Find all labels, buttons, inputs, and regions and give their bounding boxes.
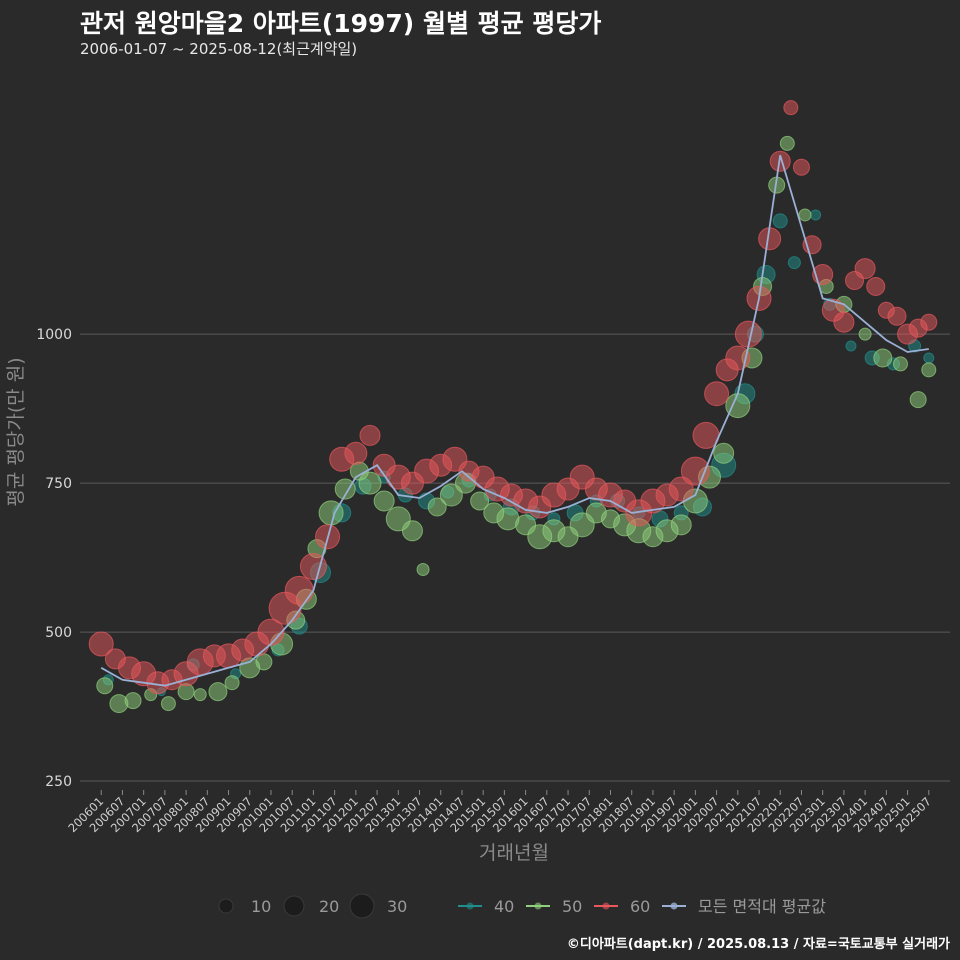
bubble-50 (96, 677, 114, 695)
legend: 10 20 30 40 50 60 모든 면적대 평균값 (218, 893, 826, 919)
legend-label: 40 (494, 897, 514, 916)
bubble-60 (866, 276, 886, 296)
average-line (100, 155, 929, 687)
bubble-50 (358, 471, 382, 495)
bubble-60 (833, 311, 855, 333)
legend-size-label: 10 (251, 897, 271, 916)
bubble-60 (920, 313, 938, 331)
bubble-50 (798, 208, 812, 222)
legend-label: 모든 면적대 평균값 (698, 897, 826, 916)
bubble-50 (713, 442, 735, 464)
bubble-60 (783, 100, 799, 116)
bubble-40 (845, 340, 857, 352)
bubble-50 (193, 688, 207, 702)
legend-key-1 (534, 902, 542, 910)
bubble-50 (439, 483, 463, 507)
legend-size-10 (218, 898, 234, 914)
y-tick-label: 1000 (36, 327, 72, 343)
y-tick-labels: 250 500 750 1000 (36, 327, 72, 790)
bubble-40 (923, 352, 935, 364)
bubble-60 (769, 150, 791, 172)
bubble-50 (416, 563, 430, 577)
bubble-50 (401, 520, 423, 542)
bubble-40 (772, 213, 788, 229)
bubble-60 (887, 306, 907, 326)
bubble-40 (810, 209, 822, 221)
x-axis-label: 거래년월 (479, 842, 549, 864)
bubble-60 (854, 258, 876, 280)
legend-size-label: 30 (387, 897, 407, 916)
legend-label: 60 (630, 897, 650, 916)
bubble-60 (299, 553, 327, 581)
bubble-50 (224, 675, 240, 691)
bubble-60 (704, 381, 730, 407)
bubble-60 (344, 441, 368, 465)
legend-key-2 (602, 902, 610, 910)
bubble-50 (892, 356, 908, 372)
legend-key-3 (670, 902, 678, 910)
bubble-40 (787, 256, 801, 270)
y-axis-label: 평균 평당가(만 원) (5, 357, 27, 506)
bubble-50 (124, 692, 142, 710)
bubble-50 (470, 491, 490, 511)
chart-title: 관저 원앙마을2 아파트(1997) 월별 평균 평당가 (80, 9, 602, 38)
legend-key-0 (466, 902, 474, 910)
chart-subtitle: 2006-01-07 ~ 2025-08-12(최근계약일) (80, 40, 358, 58)
bubble-60 (792, 158, 810, 176)
credit-text: ©디아파트(dapt.kr) / 2025.08.13 / 자료=국토교통부 실… (566, 937, 950, 952)
y-tick-label: 250 (45, 774, 72, 790)
y-tick-label: 750 (45, 476, 72, 492)
bubble-layer (88, 100, 938, 714)
legend-size-30 (349, 893, 375, 919)
legend-size-label: 20 (319, 897, 339, 916)
bubble-60 (284, 575, 314, 605)
bubble-50 (160, 696, 176, 712)
bubble-50 (427, 497, 447, 517)
bubble-50 (208, 682, 228, 702)
bubble-50 (921, 362, 937, 378)
bubble-60 (88, 631, 114, 657)
bubble-50 (858, 327, 872, 341)
bubble-50 (670, 514, 692, 536)
legend-size-20 (283, 895, 305, 917)
x-tick-labels: 2006012006072007012007072008012008072009… (65, 790, 934, 835)
bubble-50 (873, 348, 893, 368)
legend-label: 50 (562, 897, 582, 916)
bubble-50 (779, 135, 795, 151)
grid-lines (80, 333, 950, 782)
y-tick-label: 500 (45, 625, 72, 641)
bubble-50 (334, 478, 356, 500)
bubble-50 (373, 490, 395, 512)
bubble-50 (909, 391, 927, 409)
bubble-60 (359, 424, 381, 446)
